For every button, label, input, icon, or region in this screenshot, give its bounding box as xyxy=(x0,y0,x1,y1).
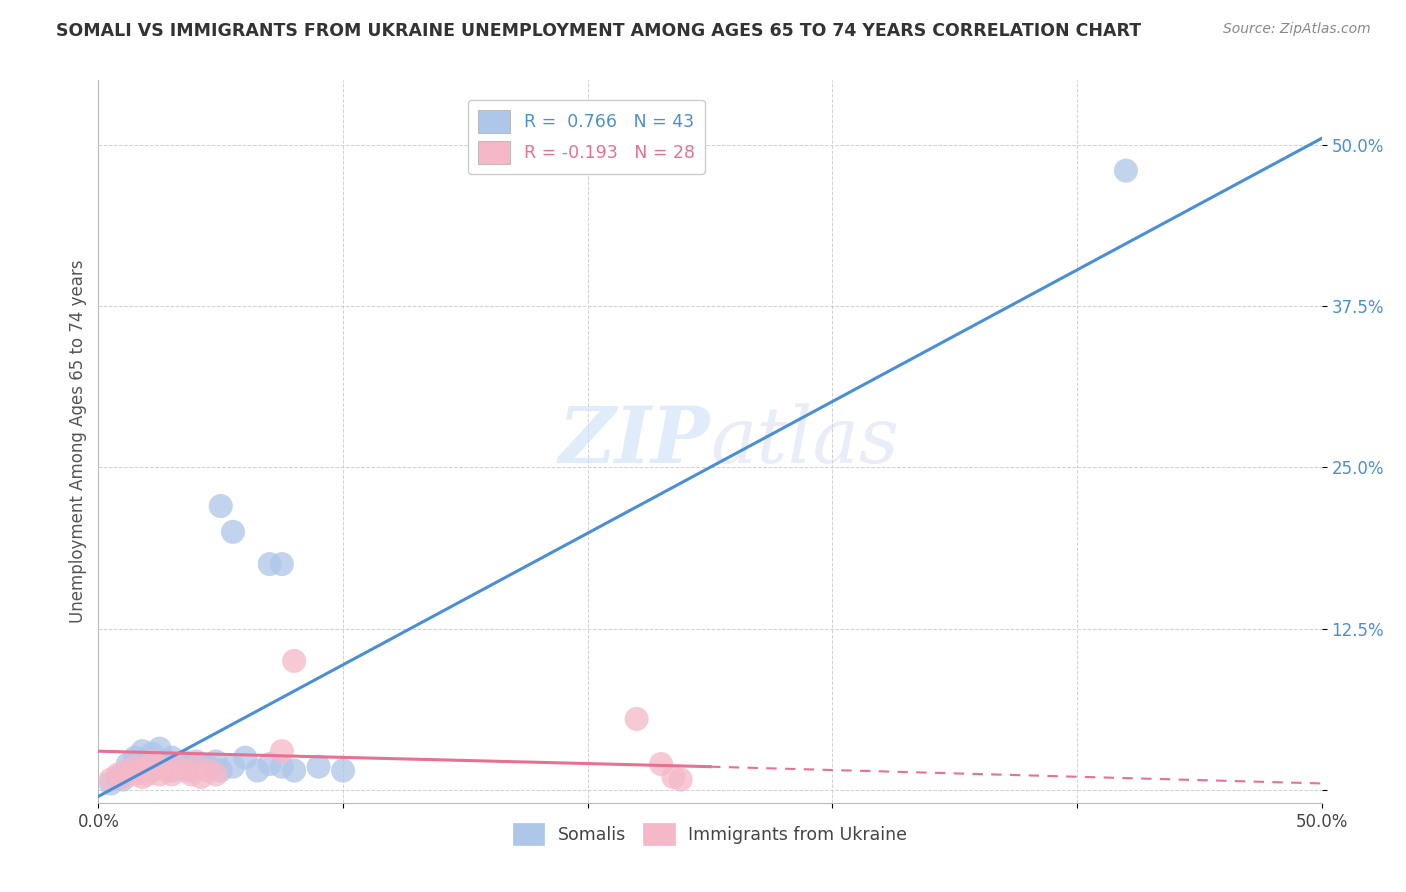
Point xyxy=(197,760,219,774)
Point xyxy=(111,767,134,781)
Point xyxy=(149,741,172,756)
Point xyxy=(259,757,281,772)
Point xyxy=(166,760,188,774)
Point xyxy=(186,760,208,774)
Point xyxy=(259,557,281,571)
Point xyxy=(160,767,183,781)
Point xyxy=(205,767,228,781)
Point xyxy=(156,764,179,778)
Point xyxy=(124,760,146,774)
Point xyxy=(100,776,122,790)
Point xyxy=(107,767,129,781)
Point xyxy=(156,760,179,774)
Point xyxy=(209,764,232,778)
Point xyxy=(650,757,672,772)
Point xyxy=(124,760,146,774)
Point xyxy=(136,767,159,781)
Point xyxy=(124,750,146,764)
Point xyxy=(180,767,202,781)
Point xyxy=(166,757,188,772)
Legend: Somalis, Immigrants from Ukraine: Somalis, Immigrants from Ukraine xyxy=(502,813,918,855)
Point xyxy=(149,767,172,781)
Point xyxy=(117,757,139,772)
Point xyxy=(205,755,228,769)
Point xyxy=(270,557,294,571)
Point xyxy=(136,760,159,774)
Point xyxy=(141,747,163,761)
Point xyxy=(156,755,179,769)
Point xyxy=(197,764,219,778)
Point xyxy=(107,770,129,784)
Point xyxy=(111,770,134,784)
Point xyxy=(222,760,245,774)
Point xyxy=(186,755,208,769)
Point xyxy=(131,755,153,769)
Point xyxy=(233,750,256,764)
Point xyxy=(308,760,330,774)
Point xyxy=(626,712,648,726)
Point xyxy=(160,764,183,778)
Point xyxy=(111,772,134,787)
Point xyxy=(136,755,159,769)
Point xyxy=(246,764,269,778)
Point xyxy=(173,760,195,774)
Text: SOMALI VS IMMIGRANTS FROM UKRAINE UNEMPLOYMENT AMONG AGES 65 TO 74 YEARS CORRELA: SOMALI VS IMMIGRANTS FROM UKRAINE UNEMPL… xyxy=(56,22,1142,40)
Text: atlas: atlas xyxy=(710,403,898,480)
Point xyxy=(100,772,122,787)
Point xyxy=(190,770,212,784)
Point xyxy=(222,524,245,539)
Point xyxy=(283,764,305,778)
Point xyxy=(124,767,146,781)
Point xyxy=(186,760,208,774)
Point xyxy=(117,764,139,778)
Point xyxy=(124,764,146,778)
Point xyxy=(149,760,172,774)
Point xyxy=(283,654,305,668)
Point xyxy=(173,764,195,778)
Point xyxy=(662,770,685,784)
Point xyxy=(270,744,294,758)
Point xyxy=(173,755,195,769)
Point xyxy=(141,764,163,778)
Point xyxy=(141,760,163,774)
Point xyxy=(160,750,183,764)
Y-axis label: Unemployment Among Ages 65 to 74 years: Unemployment Among Ages 65 to 74 years xyxy=(69,260,87,624)
Point xyxy=(131,744,153,758)
Point xyxy=(1115,163,1137,178)
Text: Source: ZipAtlas.com: Source: ZipAtlas.com xyxy=(1223,22,1371,37)
Text: ZIP: ZIP xyxy=(558,403,710,480)
Point xyxy=(669,772,692,787)
Point xyxy=(270,760,294,774)
Point xyxy=(131,770,153,784)
Point xyxy=(180,764,202,778)
Point xyxy=(141,755,163,769)
Point xyxy=(332,764,354,778)
Point xyxy=(190,757,212,772)
Point xyxy=(209,499,232,513)
Point xyxy=(131,764,153,778)
Point xyxy=(149,757,172,772)
